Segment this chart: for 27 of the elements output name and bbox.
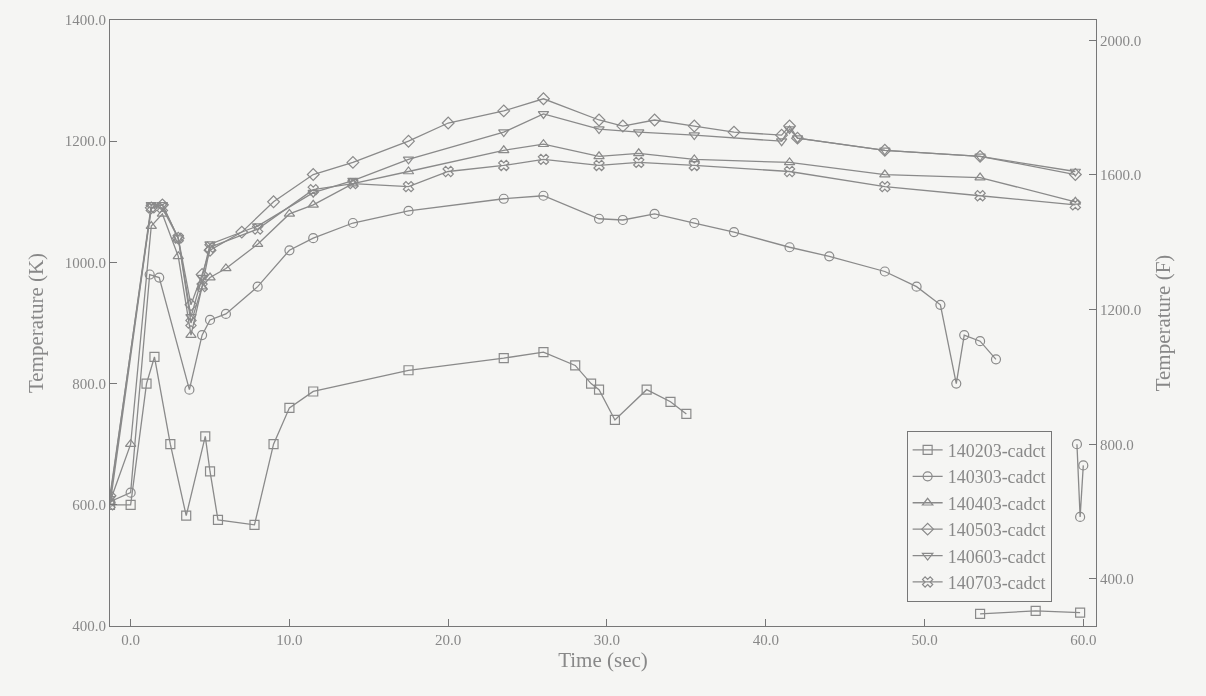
y2-tick-label: 800.0 — [1100, 436, 1134, 453]
legend-label: 140403-cadct — [947, 493, 1046, 514]
legend-label: 140303-cadct — [947, 467, 1046, 488]
x-tick-label: 0.0 — [121, 632, 141, 648]
legend-label: 140503-cadct — [947, 520, 1046, 541]
legend-label: 140703-cadct — [947, 572, 1046, 593]
y-tick-label: 600.0 — [72, 497, 106, 514]
y-tick-label: 1000.0 — [64, 254, 106, 271]
x-tick-label: 10.0 — [276, 632, 303, 648]
y-tick-label: 400.0 — [72, 618, 106, 635]
x-tick-label: 50.0 — [911, 632, 938, 648]
y-tick-label: 1200.0 — [64, 133, 106, 150]
y2-tick-label: 1200.0 — [1100, 301, 1142, 318]
y-tick-label: 1400.0 — [64, 12, 106, 29]
y2-tick-label: 1600.0 — [1100, 167, 1142, 184]
legend-label: 140603-cadct — [947, 546, 1046, 567]
y-tick-label: 800.0 — [72, 375, 106, 392]
x-tick-label: 20.0 — [435, 632, 462, 648]
x-tick-label: 40.0 — [752, 632, 779, 648]
legend-label: 140203-cadct — [947, 440, 1046, 461]
y2-tick-label: 400.0 — [1100, 571, 1134, 588]
x-axis-title: Time (sec) — [558, 648, 648, 672]
y2-axis-title: Temperature (F) — [1151, 254, 1176, 392]
y-axis-title: Temperature (K) — [23, 252, 48, 394]
x-tick-label: 30.0 — [593, 632, 621, 648]
y2-tick-label: 2000.0 — [1100, 32, 1142, 49]
x-tick-label: 60.0 — [1070, 632, 1097, 648]
